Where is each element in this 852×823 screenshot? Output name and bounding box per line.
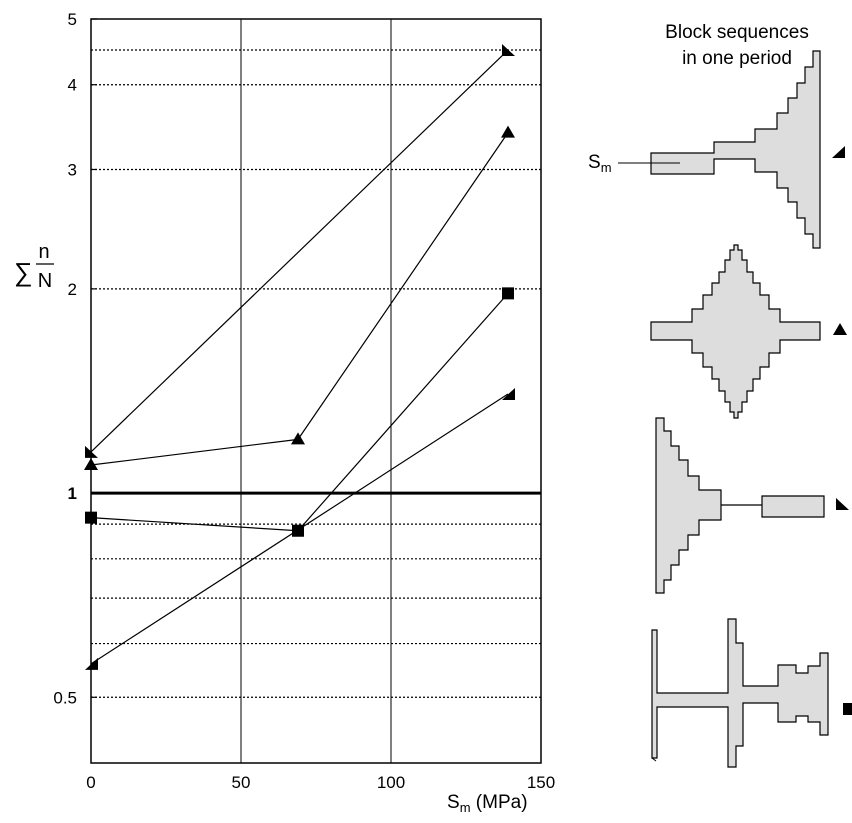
- y-label-sigma: ∑: [14, 257, 33, 287]
- block-sequence-increasing: [650, 50, 821, 249]
- block-sequence-symmetric: [650, 244, 821, 419]
- y-label-denominator: N: [38, 270, 52, 292]
- block-marker-tri-up: [833, 323, 847, 335]
- x-label-unit: (MPa): [471, 792, 528, 813]
- x-label-main: S: [447, 792, 460, 813]
- block-seq-4-tail: [651, 757, 657, 762]
- block-marker-square: [843, 703, 852, 715]
- data-point-tri-up: [291, 432, 305, 445]
- series-line: [90, 49, 509, 453]
- series-layer: [84, 44, 515, 670]
- y-tick-label: 2: [68, 280, 77, 299]
- block-sequence-decreasing: [655, 417, 825, 594]
- series-4: [85, 387, 515, 670]
- x-tick-label: 150: [527, 773, 555, 792]
- y-tick-label: 1: [68, 484, 77, 503]
- data-point-square: [502, 287, 514, 300]
- series-line: [90, 393, 509, 665]
- y-tick-label: 5: [68, 10, 77, 29]
- x-tick-label: 100: [377, 773, 405, 792]
- block-sequence-blocks: [651, 618, 829, 768]
- series-3: [85, 287, 514, 537]
- panel-title-line1: Block sequences: [665, 22, 809, 43]
- series-line: [90, 132, 509, 466]
- sm-label-main: S: [588, 152, 601, 173]
- data-point-tri-left: [502, 387, 515, 400]
- series-line: [90, 292, 509, 532]
- data-point-tri-right: [502, 44, 515, 57]
- x-tick-label: 0: [86, 773, 95, 792]
- plot-frame: [90, 18, 542, 764]
- y-label-numerator: n: [38, 241, 49, 263]
- series-2: [84, 125, 515, 471]
- sm-label-sub: m: [601, 160, 612, 175]
- y-tick-label: 3: [68, 160, 77, 179]
- block-marker-tri-left: [836, 498, 849, 510]
- panel-title-line2: in one period: [682, 48, 792, 69]
- sm-label: Sm: [588, 152, 612, 175]
- series-1: [85, 44, 515, 458]
- x-label-sub: m: [460, 800, 471, 815]
- y-tick-label: 4: [68, 76, 77, 95]
- block-marker-tri-right: [832, 146, 845, 158]
- x-tick-label: 50: [232, 773, 251, 792]
- data-point-tri-up: [501, 125, 515, 138]
- y-tick-label: 0.5: [53, 688, 77, 707]
- y-axis-label: ∑ n N: [14, 241, 54, 292]
- grid: [91, 19, 541, 763]
- x-axis-label: Sm (MPa): [447, 792, 528, 815]
